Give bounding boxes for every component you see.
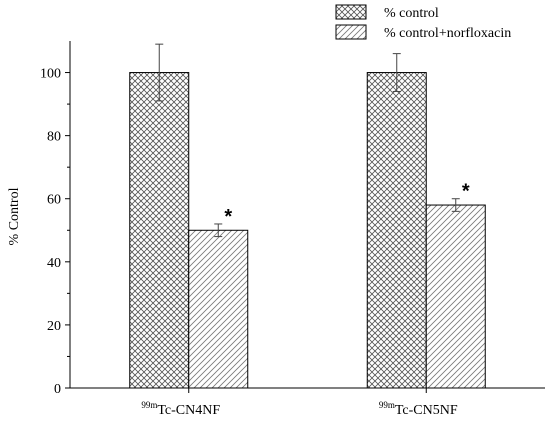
significance-marker: *: [462, 181, 470, 203]
bar: [188, 229, 249, 389]
y-tick-label: 60: [47, 193, 61, 208]
x-tick-label-base: Tc-CN4NF: [157, 403, 220, 418]
significance-marker: *: [224, 206, 232, 228]
y-tick-label: 40: [47, 256, 61, 271]
x-tick-label: 99mTc-CN4NF: [141, 400, 220, 418]
x-tick-label-base: Tc-CN5NF: [395, 403, 458, 418]
x-tick-label: 99mTc-CN5NF: [379, 400, 458, 418]
y-tick-label: 20: [47, 319, 61, 334]
bar: [129, 72, 190, 389]
y-axis-title: % Control: [7, 187, 22, 245]
legend-label: % control+norfloxacin: [384, 26, 511, 41]
legend-swatch: [335, 4, 367, 20]
y-tick-label: 80: [47, 130, 61, 145]
bar: [425, 204, 486, 389]
legend: % control % control+norfloxacin: [335, 4, 511, 41]
bars: **: [129, 43, 486, 389]
y-tick-label: 0: [54, 382, 61, 397]
legend-label: % control: [384, 6, 439, 21]
x-tick-label-superscript: 99m: [141, 400, 157, 410]
bar: [366, 72, 427, 389]
x-tick-label-superscript: 99m: [379, 400, 395, 410]
legend-swatch: [335, 24, 367, 40]
y-tick-label: 100: [40, 67, 61, 82]
